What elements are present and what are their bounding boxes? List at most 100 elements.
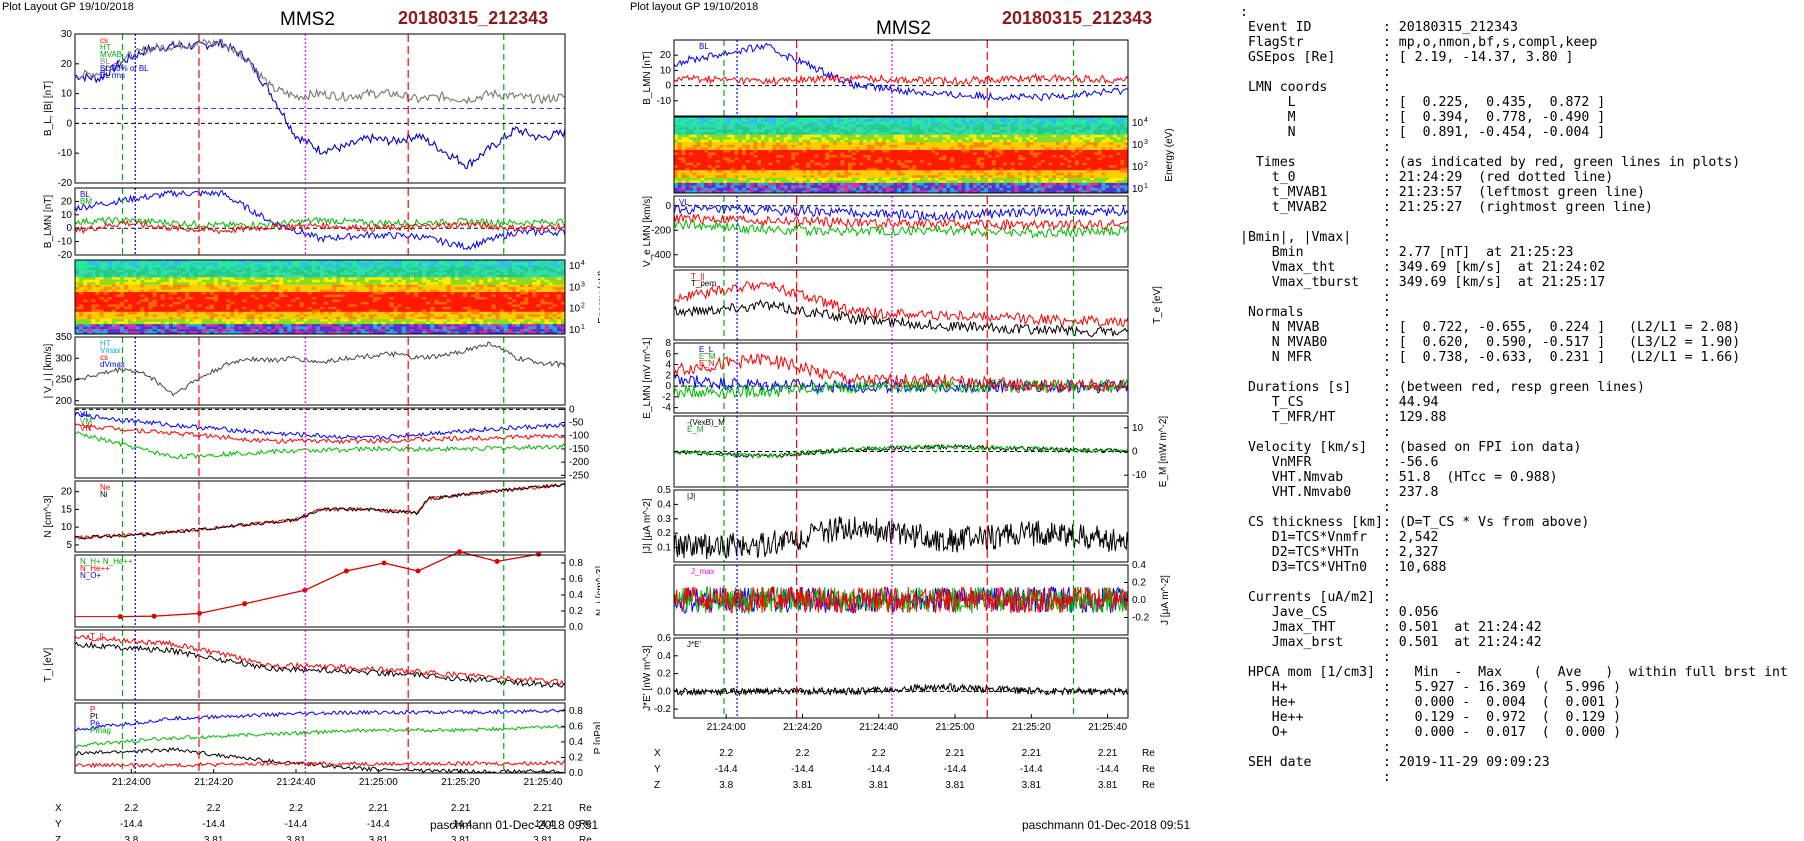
spectrogram-cell [1075, 119, 1080, 123]
spectrogram-cell [201, 267, 206, 271]
spectrogram-cell [692, 139, 697, 143]
spectrogram-cell [258, 279, 264, 283]
spectrogram-cell [422, 299, 427, 303]
spectrogram-cell [173, 301, 178, 305]
spectrogram-cell [324, 329, 329, 332]
position-value: -14.4 [449, 819, 472, 830]
spectrogram-cell [418, 282, 423, 285]
spectrogram-cell [471, 277, 476, 281]
spectrogram-cell [271, 264, 276, 268]
spectrogram-cell [311, 277, 317, 281]
spectrogram-cell [874, 132, 879, 136]
spectrogram-cell [173, 279, 178, 283]
spectrogram-cell [438, 274, 443, 278]
spectrogram-cell [832, 127, 837, 130]
spectrogram-cell [397, 311, 402, 315]
spectrogram-cell [1101, 122, 1106, 125]
spectrogram-cell [132, 306, 137, 310]
spectrogram-cell [757, 117, 762, 120]
spectrogram-cell [91, 319, 96, 322]
spectrogram-cell [409, 299, 415, 303]
spectrogram-cell [115, 311, 121, 315]
spectrogram-cell [524, 274, 529, 278]
spectrogram-cell [1025, 127, 1030, 130]
spectrogram-cell [111, 297, 117, 300]
spectrogram-cell [726, 127, 732, 130]
spectrogram-cell [348, 267, 353, 271]
legend-entry: Pmag [90, 726, 111, 735]
spectrogram-cell [923, 124, 928, 128]
spectrogram-cell [499, 331, 505, 335]
spectrogram-cell [511, 289, 517, 293]
spectrogram-cell [381, 301, 386, 305]
spectrogram-cell [791, 117, 796, 120]
spectrogram-cell [258, 299, 264, 303]
spectrogram-cell [291, 294, 296, 298]
spectrogram-cell [413, 267, 419, 271]
spectrogram-cell [250, 297, 255, 300]
spectrogram-cell [422, 282, 427, 285]
spectrogram-cell [234, 277, 239, 281]
spectrogram-cell [1006, 129, 1012, 133]
spectrogram-cell [320, 329, 325, 332]
spectrogram-cell [324, 324, 329, 327]
spectrogram-cell [1029, 137, 1034, 141]
spectrogram-cell [373, 262, 378, 266]
spectrogram-cell [266, 306, 272, 310]
spectrogram-cell [291, 304, 296, 308]
spectrogram-cell [226, 306, 231, 310]
spectrogram-cell [942, 124, 947, 128]
spectrogram-cell [503, 304, 509, 308]
spectrogram-cell [271, 331, 276, 335]
spectrogram-cell [185, 311, 190, 315]
spectrogram-cell [405, 297, 411, 300]
spectrogram-cell [700, 139, 705, 143]
spectrogram-cell [271, 297, 276, 300]
spectrogram-cell [119, 316, 125, 320]
spectrogram-cell [389, 282, 394, 285]
spectrogram-cell [418, 297, 423, 300]
spectrogram-cell [320, 262, 325, 266]
spectrogram-cell [230, 262, 235, 266]
spectrogram-cell [377, 277, 382, 281]
spectrogram-cell [369, 321, 374, 325]
spectrogram-cell [115, 292, 121, 295]
series-bn [74, 219, 566, 235]
spectrogram-cell [124, 284, 129, 288]
spectrogram-cell [173, 324, 178, 327]
spectrogram-cell [438, 319, 443, 322]
spectrogram-cell [923, 137, 928, 141]
spectrogram-cell [311, 287, 317, 290]
spectrogram-cell [520, 267, 525, 271]
spectrogram-cell [471, 314, 476, 318]
spectrogram-cell [324, 297, 329, 300]
spectrogram-cell [107, 321, 113, 325]
spectrogram-cell [348, 297, 353, 300]
spectrogram-cell [507, 301, 513, 305]
spectrogram-cell [336, 321, 341, 325]
spectrogram-cell [275, 267, 280, 271]
spectrogram-cell [1082, 134, 1087, 138]
spectrogram-cell [136, 279, 141, 283]
spectrogram-cell [271, 277, 276, 281]
spectrogram-cell [246, 297, 251, 300]
spectrogram-cell [692, 137, 697, 141]
spectrogram-cell [532, 284, 537, 288]
spectrogram-cell [128, 294, 133, 298]
spectrogram-cell [434, 306, 439, 310]
spectrogram-cell [730, 124, 735, 128]
spectrogram-cell [475, 260, 480, 263]
spectrogram-cell [128, 311, 133, 315]
spectrogram-cell [242, 324, 247, 327]
spectrogram-cell [328, 321, 333, 325]
spectrogram-cell [454, 279, 460, 283]
spectrogram-cell [140, 321, 145, 325]
spectrogram-cell [315, 319, 321, 322]
spectrogram-cell [1014, 122, 1019, 125]
spectrogram-cell [234, 319, 239, 322]
spectrogram-cell [1006, 119, 1012, 123]
spectrogram-cell [548, 282, 554, 285]
spectrogram-cell [1071, 134, 1076, 138]
spectrogram-cell [91, 314, 96, 318]
spectrogram-cell [99, 326, 104, 330]
